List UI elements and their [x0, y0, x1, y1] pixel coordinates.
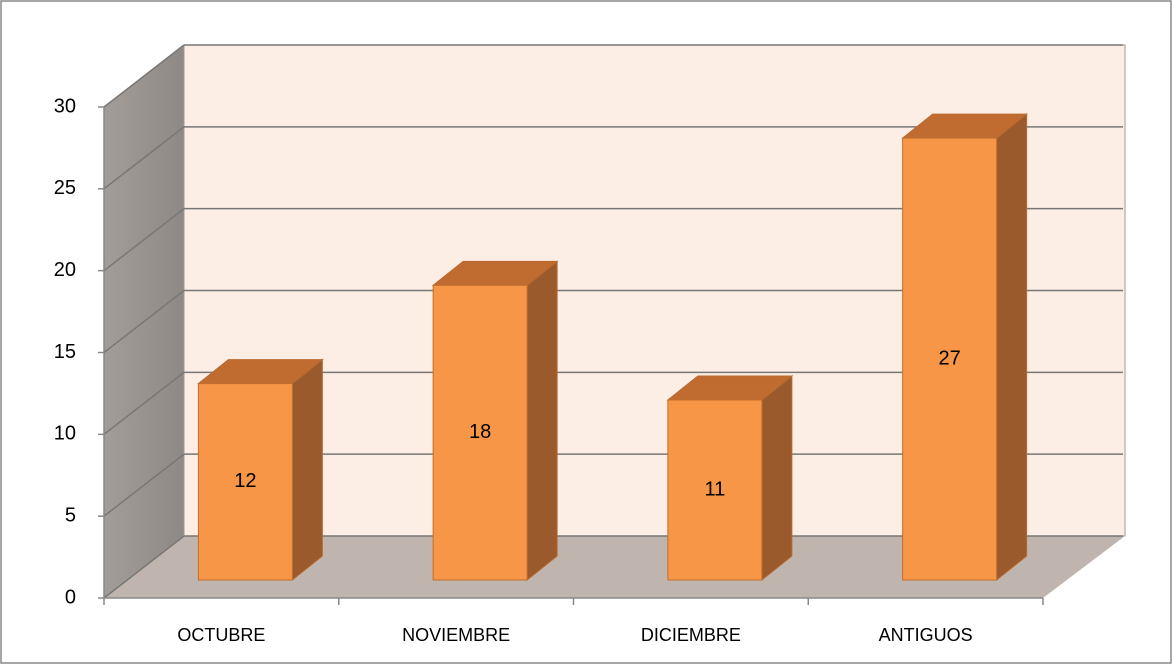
y-tick-label: 25 [54, 177, 76, 199]
bar-side [761, 374, 793, 582]
y-tick-label: 0 [65, 586, 76, 608]
labels: 0 5 10 15 20 25 30 OCTUBRE NOVIEMBRE DICIEMBRE ANT… [54, 95, 973, 644]
bar-side [291, 358, 323, 582]
x-tick-label: DICIEMBRE [641, 625, 741, 645]
bar [902, 137, 998, 581]
x-tick-label: NOVIEMBRE [402, 625, 510, 645]
bar [432, 284, 528, 581]
bars: 12 18 11 27 [196, 113, 1029, 582]
grid-line [103, 535, 185, 599]
grid-line [103, 44, 185, 108]
y-tick-label: 30 [54, 95, 76, 117]
x-tick-label: ANTIGUOS [879, 625, 973, 645]
y-tick-label: 20 [54, 259, 76, 281]
data-label: 11 [704, 478, 725, 500]
grid-line [103, 208, 185, 272]
data-label: 18 [469, 421, 491, 443]
y-tick-label: 5 [65, 504, 76, 526]
grid-line [103, 453, 185, 517]
y-tick-label: 10 [54, 423, 76, 445]
grid [98, 44, 1123, 605]
data-label: 27 [939, 347, 961, 369]
x-tick-label: OCTUBRE [177, 625, 265, 645]
grid-line [103, 126, 185, 190]
bar-side [996, 113, 1028, 582]
bar-side [526, 260, 558, 582]
grid-line [103, 371, 185, 435]
bar [667, 399, 763, 581]
y-tick-label: 15 [54, 341, 76, 363]
data-label: 12 [234, 470, 256, 492]
grid-line [103, 289, 185, 354]
floor [104, 536, 1125, 598]
bar [197, 383, 293, 581]
